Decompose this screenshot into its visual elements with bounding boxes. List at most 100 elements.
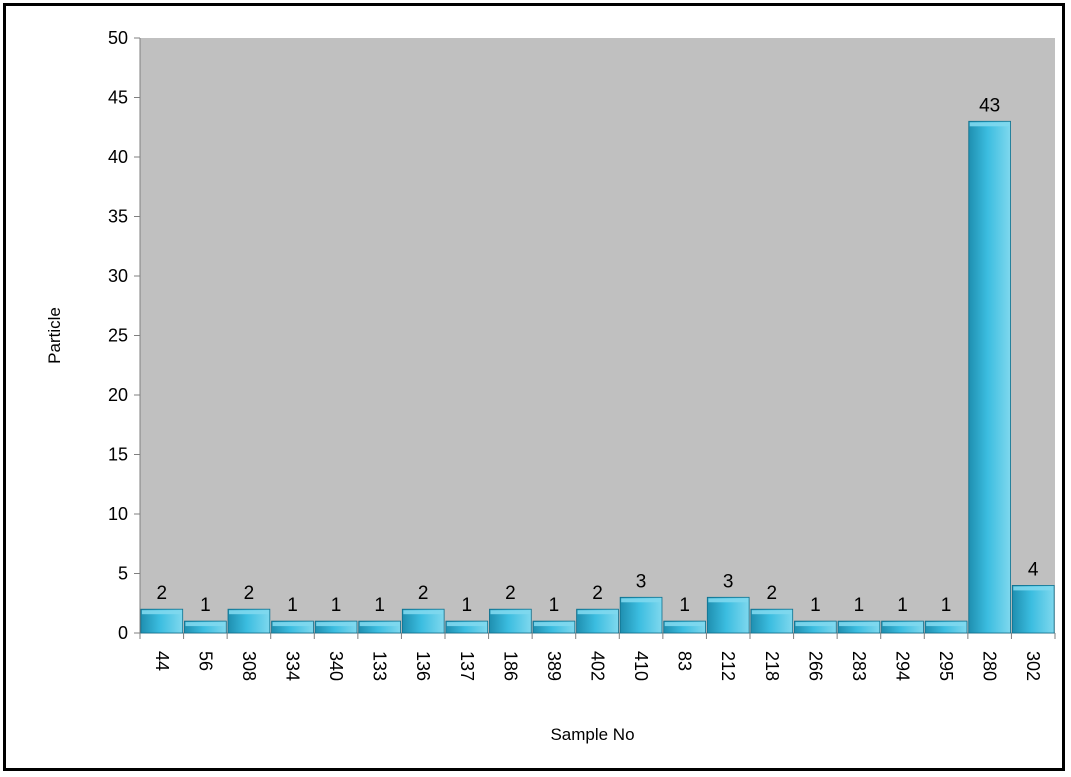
x-tick-label: 283 [849, 651, 869, 681]
data-label: 1 [549, 595, 560, 616]
bar-highlight [272, 622, 313, 627]
bar [227, 608, 271, 634]
x-tick-label: 340 [326, 651, 346, 681]
data-label: 1 [331, 595, 342, 616]
bar-highlight [969, 122, 1010, 127]
bar-highlight [882, 622, 923, 627]
y-axis: 0 5 10 15 20 25 30 35 40 45 50 [108, 28, 141, 643]
bar [445, 620, 489, 634]
bar-highlight [490, 610, 531, 615]
data-labels: 2 1 2 1 1 1 2 1 2 1 2 3 1 3 2 1 1 1 1 43 4 [156, 95, 1038, 616]
data-label: 4 [1028, 559, 1039, 580]
y-tick-label: 35 [108, 207, 128, 227]
bar [358, 620, 401, 634]
data-label: 1 [941, 595, 952, 616]
bar-highlight [621, 598, 661, 603]
bar [924, 620, 968, 634]
y-tick-label: 10 [108, 504, 128, 524]
y-tick-label: 5 [118, 564, 128, 584]
bar-highlight [185, 622, 226, 627]
x-tick-label: 302 [1023, 651, 1043, 681]
bar-highlight [708, 598, 749, 603]
x-tick-label: 56 [195, 651, 215, 671]
x-tick-label: 410 [631, 651, 651, 681]
bar-highlight [751, 610, 792, 615]
bar [881, 620, 924, 634]
x-axis-title: Sample No [550, 725, 634, 744]
data-label: 2 [592, 583, 603, 604]
bar [619, 596, 663, 634]
bar-highlight [229, 610, 269, 615]
data-label: 3 [636, 571, 647, 592]
plot-area [140, 38, 1055, 633]
data-label: 1 [461, 595, 472, 616]
bar-series [140, 120, 1055, 634]
data-label: 2 [156, 583, 167, 604]
bar-highlight [403, 610, 444, 615]
data-label: 2 [505, 583, 516, 604]
y-tick-label: 45 [108, 88, 128, 108]
y-tick-label: 0 [118, 623, 128, 643]
bar-highlight [926, 622, 966, 627]
y-tick-label: 20 [108, 385, 128, 405]
bar [794, 620, 837, 634]
data-label: 1 [810, 595, 821, 616]
bar-highlight [359, 622, 400, 627]
data-label: 2 [244, 583, 255, 604]
x-tick-label: 389 [544, 651, 564, 681]
bar [968, 120, 1011, 634]
y-tick-label: 40 [108, 147, 128, 167]
data-label: 1 [679, 595, 690, 616]
bar-highlight [316, 622, 356, 627]
x-axis: 44 56 308 334 340 133 136 137 186 389 402 410 83 212 2… [139, 632, 1056, 681]
bar-highlight [795, 622, 836, 627]
bar [576, 608, 619, 634]
bar [1011, 585, 1055, 634]
bar-highlight [664, 622, 705, 627]
bar-highlight [839, 622, 879, 627]
x-tick-label: 212 [718, 651, 738, 681]
data-label: 1 [287, 595, 298, 616]
x-tick-label: 186 [500, 651, 520, 681]
bar-highlight [577, 610, 618, 615]
y-tick-label: 50 [108, 28, 128, 48]
bar [314, 620, 358, 634]
bar-highlight [534, 622, 574, 627]
x-tick-label: 334 [283, 651, 303, 681]
x-tick-label: 133 [370, 651, 390, 681]
bar-highlight [141, 610, 182, 615]
bar [140, 608, 184, 634]
bar [489, 608, 532, 634]
bar [837, 620, 881, 634]
x-tick-label: 280 [980, 651, 1000, 681]
x-tick-label: 295 [936, 651, 956, 681]
x-tick-label: 44 [152, 651, 172, 671]
data-label: 1 [854, 595, 865, 616]
x-tick-label: 137 [457, 651, 477, 681]
y-tick-label: 30 [108, 266, 128, 286]
bar-highlight [1013, 586, 1054, 591]
x-tick-label: 266 [805, 651, 825, 681]
bar-highlight [446, 622, 487, 627]
data-label: 3 [723, 571, 734, 592]
bar [532, 620, 576, 634]
x-tick-label: 136 [413, 651, 433, 681]
bar [750, 608, 794, 634]
x-tick-label: 218 [762, 651, 782, 681]
bar [663, 620, 706, 634]
x-tick-label: 83 [675, 651, 695, 671]
data-label: 1 [374, 595, 385, 616]
data-label: 2 [418, 583, 429, 604]
data-label: 1 [200, 595, 211, 616]
x-tick-label: 294 [893, 651, 913, 681]
y-tick-label: 15 [108, 445, 128, 465]
bar [706, 596, 750, 634]
data-label: 2 [766, 583, 777, 604]
bar [271, 620, 314, 634]
bar [184, 620, 227, 634]
y-tick-label: 25 [108, 326, 128, 346]
data-label: 43 [979, 95, 1000, 116]
y-axis-title: Particle [45, 307, 64, 364]
x-tick-label: 308 [239, 651, 259, 681]
